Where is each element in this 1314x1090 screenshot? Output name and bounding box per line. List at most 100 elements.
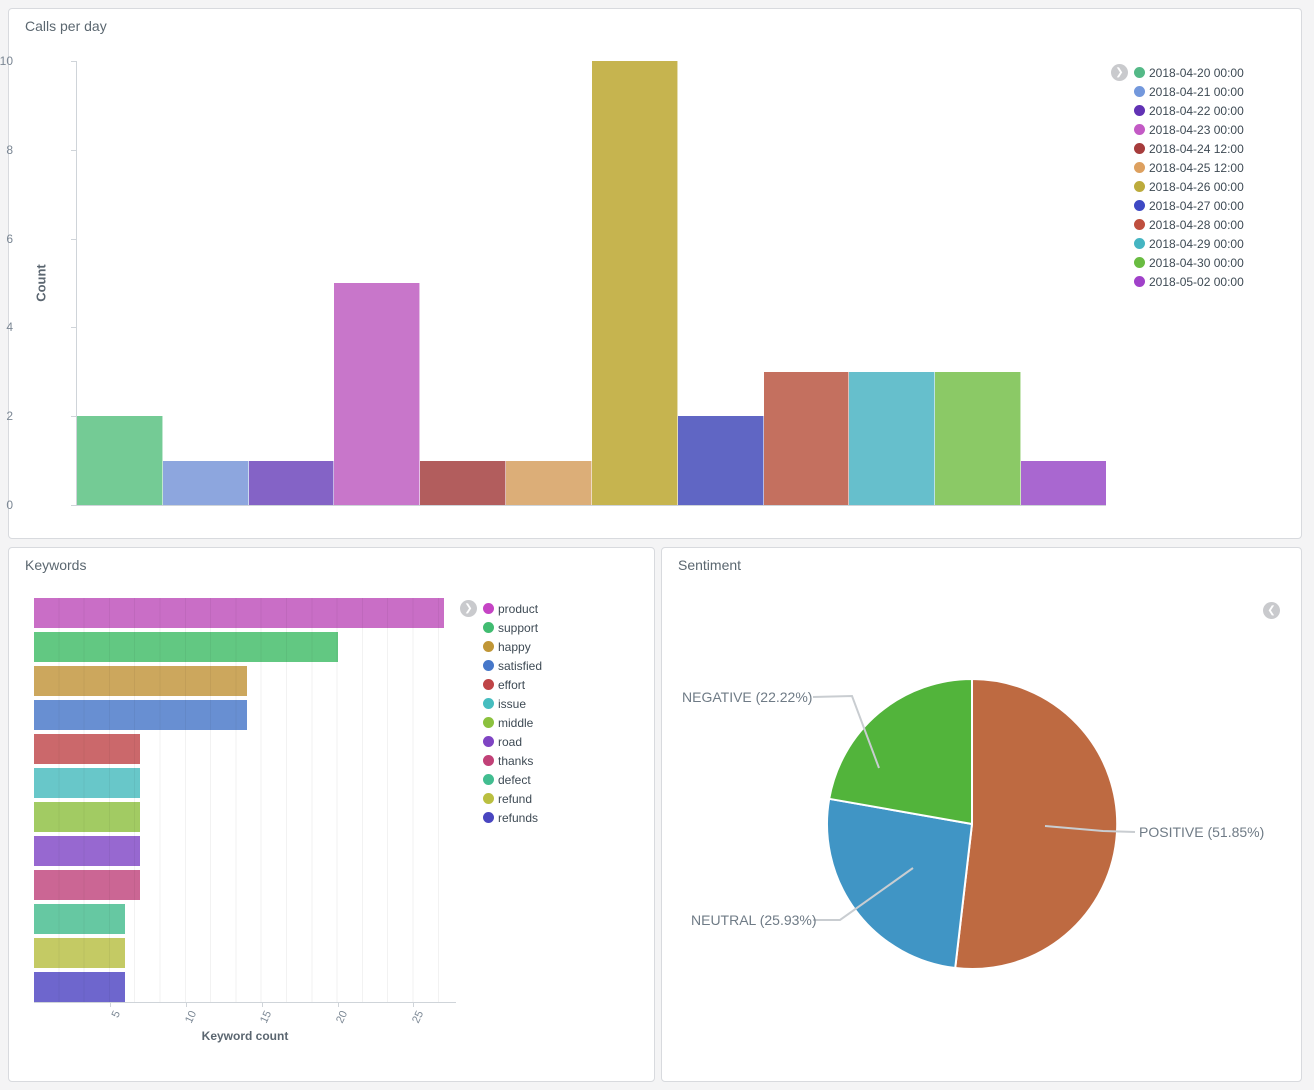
keywords-legend-items: product support happy satisfied effort issue m… [483, 599, 542, 827]
calls-bar-2018-04-27-00-00[interactable] [677, 416, 764, 505]
legend-color-dot [483, 717, 494, 728]
calls-y-tick-label: 2 [6, 409, 13, 424]
calls-y-tick-mark [71, 149, 77, 151]
legend-color-dot [1134, 86, 1145, 97]
panel-title-calls-per-day: Calls per day [25, 18, 107, 34]
legend-item-label: issue [498, 696, 527, 711]
keywords-legend-item-product[interactable]: product [483, 599, 542, 618]
legend-color-dot [483, 698, 494, 709]
keywords-x-axis-title: Keyword count [201, 1029, 289, 1043]
calls-legend-item-2018-04-28-00-00[interactable]: 2018-04-28 00:00 [1134, 215, 1244, 234]
legend-item-label: road [498, 734, 523, 749]
pie-slice-negative[interactable] [828, 678, 973, 825]
calls-bar-2018-05-02-00-00[interactable] [1021, 460, 1106, 505]
legend-item-label: 2018-04-29 00:00 [1149, 236, 1244, 251]
legend-item-label: 2018-04-24 12:00 [1149, 141, 1244, 156]
keywords-bar-thanks[interactable] [34, 870, 141, 900]
keywords-bar-refunds[interactable] [34, 972, 126, 1002]
calls-plot-area: 0 2 4 6 8 10 [0, 54, 1106, 512]
keywords-bar-issue[interactable] [34, 768, 141, 798]
leader-line-positive [1044, 825, 1136, 833]
calls-legend-item-2018-04-24-12-00[interactable]: 2018-04-24 12:00 [1134, 139, 1244, 158]
pie-slice-positive[interactable] [954, 678, 1119, 970]
legend-item-label: 2018-05-02 00:00 [1149, 274, 1244, 289]
calls-legend-item-2018-04-30-00-00[interactable]: 2018-04-30 00:00 [1134, 253, 1244, 272]
panel-title-keywords: Keywords [25, 557, 87, 573]
keywords-x-tick-mark [185, 1002, 187, 1007]
calls-bar-2018-04-22-00-00[interactable] [248, 460, 335, 505]
legend-item-label: 2018-04-28 00:00 [1149, 217, 1244, 232]
keywords-bar-support[interactable] [34, 632, 338, 662]
keywords-legend-item-refunds[interactable]: refunds [483, 808, 542, 827]
keywords-legend-collapse-button[interactable]: ❯ [460, 600, 477, 617]
legend-item-label: refunds [498, 810, 539, 825]
calls-legend-item-2018-05-02-00-00[interactable]: 2018-05-02 00:00 [1134, 272, 1244, 291]
legend-color-dot [1134, 67, 1145, 78]
keywords-legend-item-refund[interactable]: refund [483, 789, 542, 808]
legend-item-label: happy [498, 639, 531, 654]
keywords-bar-product[interactable] [34, 598, 444, 628]
pie-slice-neutral[interactable] [826, 797, 973, 969]
calls-bar-2018-04-25-12-00[interactable] [506, 460, 592, 505]
legend-color-dot [483, 736, 494, 747]
sentiment-legend-expand-button[interactable]: ❮ [1263, 602, 1280, 619]
keywords-x-tick-label: 5 [109, 1009, 123, 1020]
keywords-legend-item-road[interactable]: road [483, 732, 542, 751]
calls-legend-item-2018-04-27-00-00[interactable]: 2018-04-27 00:00 [1134, 196, 1244, 215]
keywords-legend-item-thanks[interactable]: thanks [483, 751, 542, 770]
calls-legend-item-2018-04-26-00-00[interactable]: 2018-04-26 00:00 [1134, 177, 1244, 196]
calls-legend-item-2018-04-20-00-00[interactable]: 2018-04-20 00:00 [1134, 63, 1244, 82]
keywords-bar-road[interactable] [34, 836, 141, 866]
keywords-bar-refund[interactable] [34, 938, 126, 968]
legend-item-label: thanks [498, 753, 534, 768]
calls-legend-item-2018-04-25-12-00[interactable]: 2018-04-25 12:00 [1134, 158, 1244, 177]
calls-bar-2018-04-21-00-00[interactable] [162, 460, 249, 505]
calls-y-tick-label: 0 [6, 498, 13, 512]
calls-bar-2018-04-26-00-00[interactable] [591, 61, 678, 505]
legend-color-dot [1134, 276, 1145, 287]
legend-color-dot [1134, 143, 1145, 154]
calls-bar-2018-04-30-00-00[interactable] [935, 371, 1022, 505]
calls-bar-2018-04-28-00-00[interactable] [763, 371, 850, 505]
calls-legend-item-2018-04-29-00-00[interactable]: 2018-04-29 00:00 [1134, 234, 1244, 253]
keywords-legend-item-happy[interactable]: happy [483, 637, 542, 656]
panel-calls-per-day: Calls per day Count 0 2 4 6 8 10 ❯ 2018-04-20… [0, 8, 1302, 539]
keywords-legend-item-defect[interactable]: defect [483, 770, 542, 789]
keywords-legend: ❯ product support happy satisfied effort issu… [460, 599, 542, 827]
calls-y-tick-label: 8 [6, 142, 13, 157]
calls-y-tick-mark [71, 61, 77, 62]
legend-color-dot [483, 812, 494, 823]
keywords-x-tick-mark [337, 1002, 339, 1007]
calls-bar-2018-04-29-00-00[interactable] [849, 371, 936, 505]
legend-item-label: 2018-04-30 00:00 [1149, 255, 1244, 270]
legend-item-label: satisfied [498, 658, 543, 673]
keywords-bar-middle[interactable] [34, 802, 141, 832]
keywords-bar-happy[interactable] [34, 666, 247, 696]
pie-leader-lines [812, 694, 1136, 921]
calls-y-axis-title: Count [33, 264, 49, 302]
keywords-legend-item-support[interactable]: support [483, 618, 542, 637]
keywords-legend-item-middle[interactable]: middle [483, 713, 542, 732]
keywords-bar-effort[interactable] [34, 734, 141, 764]
keywords-bar-satisfied[interactable] [34, 700, 247, 730]
keywords-legend-item-satisfied[interactable]: satisfied [483, 656, 542, 675]
legend-color-dot [483, 603, 494, 614]
calls-legend-item-2018-04-21-00-00[interactable]: 2018-04-21 00:00 [1134, 82, 1244, 101]
calls-legend-collapse-button[interactable]: ❯ [1111, 64, 1128, 81]
keywords-bar-defect[interactable] [34, 904, 126, 934]
legend-item-label: 2018-04-23 00:00 [1149, 122, 1244, 137]
legend-color-dot [1134, 124, 1145, 135]
legend-item-label: 2018-04-22 00:00 [1149, 103, 1244, 118]
panel-sentiment: Sentiment ❮ NEGATIVE (22.22%) NEUTRAL (2… [661, 547, 1302, 1082]
keywords-legend-item-issue[interactable]: issue [483, 694, 542, 713]
legend-color-dot [1134, 200, 1145, 211]
calls-y-tick-label: 6 [6, 231, 13, 246]
calls-legend-item-2018-04-22-00-00[interactable]: 2018-04-22 00:00 [1134, 101, 1244, 120]
calls-legend-item-2018-04-23-00-00[interactable]: 2018-04-23 00:00 [1134, 120, 1244, 139]
calls-bar-2018-04-20-00-00[interactable] [77, 416, 163, 505]
calls-bar-2018-04-23-00-00[interactable] [334, 283, 421, 505]
legend-color-dot [1134, 181, 1145, 192]
legend-item-label: 2018-04-25 12:00 [1149, 160, 1244, 175]
calls-bar-2018-04-24-12-00[interactable] [420, 460, 507, 505]
keywords-legend-item-effort[interactable]: effort [483, 675, 542, 694]
